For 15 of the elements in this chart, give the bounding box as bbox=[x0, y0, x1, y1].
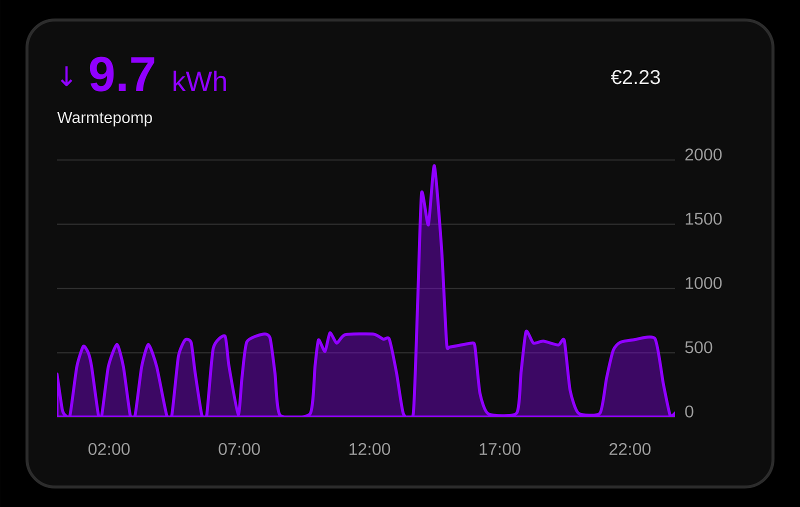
text: kWh bbox=[174, 70, 226, 91]
chart-subtitle: Warmtepomp bbox=[57, 112, 152, 126]
y-tick-label: 1000 bbox=[686, 276, 722, 290]
x-tick-label: 02:00 bbox=[88, 442, 130, 456]
x-tick-label: 17:00 bbox=[480, 442, 520, 456]
text: ↓ bbox=[60, 66, 72, 86]
x-tick-label: 12:00 bbox=[350, 442, 390, 456]
chart-title: 9.7 bbox=[90, 56, 154, 92]
y-tick-label: 1500 bbox=[686, 212, 722, 225]
text: €2.23 bbox=[610, 70, 660, 84]
x-tick-label: 07:00 bbox=[218, 442, 260, 456]
y-tick-label: 500 bbox=[685, 341, 712, 354]
y-tick-label: 0 bbox=[685, 405, 694, 418]
y-tick-label: 2000 bbox=[685, 148, 722, 161]
x-tick-label: 22:00 bbox=[610, 442, 651, 456]
